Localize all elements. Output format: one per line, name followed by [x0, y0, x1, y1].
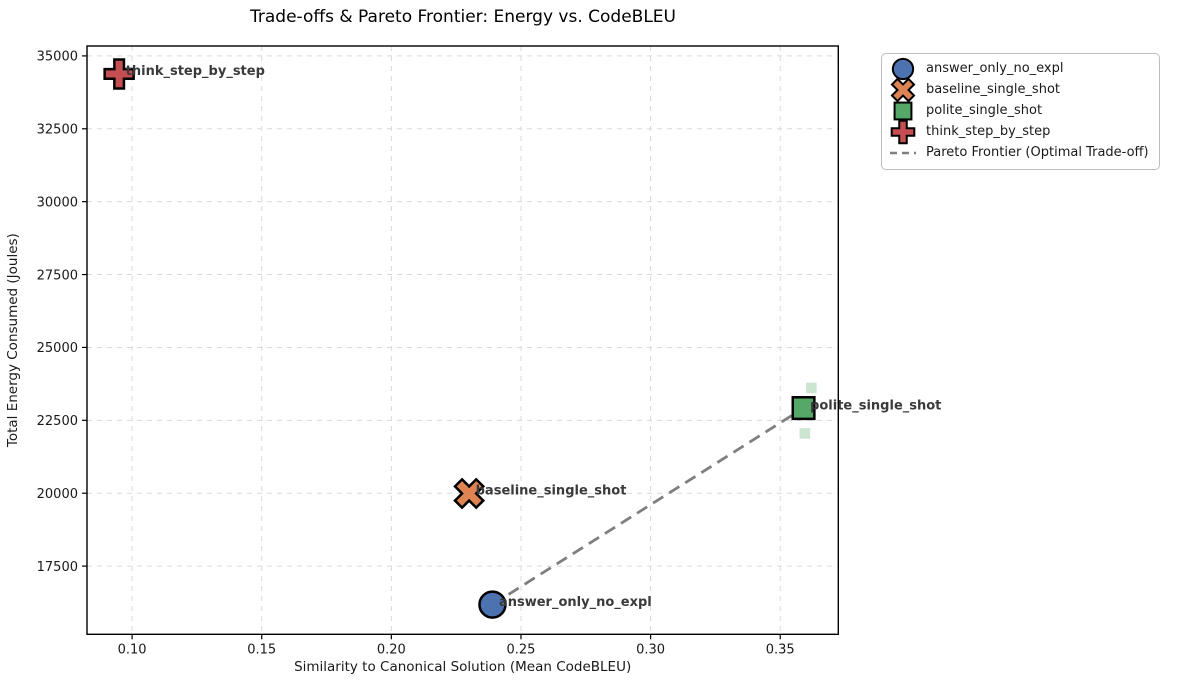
- point-think_step_by_step: [103, 58, 135, 90]
- y-tick-label: 27500: [37, 268, 78, 283]
- legend-label: think_step_by_step: [926, 124, 1051, 139]
- y-tick-label: 35000: [37, 50, 78, 65]
- legend-item-answer-only-no-expl: answer_only_no_expl: [888, 57, 1149, 80]
- y-tick-label: 17500: [37, 560, 78, 575]
- legend-label: answer_only_no_expl: [926, 61, 1064, 76]
- x-tick-label: 0.25: [507, 642, 536, 657]
- raw-point-polite_single_shot: [806, 382, 817, 394]
- pareto-frontier-line: [491, 406, 805, 606]
- legend-square-marker-icon: [893, 101, 913, 120]
- legend-dashed-line-icon: [890, 151, 916, 154]
- legend-plus-marker-icon: [890, 119, 916, 144]
- x-tick-label: 0.10: [118, 642, 147, 657]
- point-label-polite_single_shot: polite_single_shot: [810, 398, 941, 413]
- legend-item-polite-single-shot: polite_single_shot: [888, 100, 1149, 121]
- point-label-baseline_single_shot: baseline_single_shot: [476, 484, 627, 499]
- legend-label: Pareto Frontier (Optimal Trade-off): [926, 145, 1149, 160]
- point-answer_only_no_expl: [478, 590, 507, 619]
- x-axis-label: Similarity to Canonical Solution (Mean C…: [294, 659, 631, 675]
- legend-label: polite_single_shot: [926, 103, 1043, 118]
- x-tick-label: 0.15: [247, 642, 276, 657]
- y-tick-label: 30000: [37, 195, 78, 210]
- y-tick-label: 22500: [37, 414, 78, 429]
- legend-item-think-step-by-step: think_step_by_step: [888, 119, 1149, 144]
- legend-item-pareto-frontier-optimal-trade-off-: Pareto Frontier (Optimal Trade-off): [888, 142, 1149, 163]
- plot-border: [86, 45, 839, 635]
- legend-item-baseline-single-shot: baseline_single_shot: [888, 77, 1149, 102]
- y-tick-label: 25000: [37, 341, 78, 356]
- x-tick-label: 0.30: [636, 642, 665, 657]
- point-label-answer_only_no_expl: answer_only_no_expl: [499, 595, 652, 610]
- legend-X-marker-icon: [890, 77, 916, 102]
- legend-circle-marker-icon: [891, 57, 915, 80]
- chart-title: Trade-offs & Pareto Frontier: Energy vs.…: [250, 7, 676, 27]
- y-axis-label: Total Energy Consumed (Joules): [5, 233, 21, 448]
- legend-label: baseline_single_shot: [926, 82, 1060, 97]
- x-tick-label: 0.35: [766, 642, 795, 657]
- point-baseline_single_shot: [453, 477, 486, 510]
- point-polite_single_shot: [791, 396, 816, 421]
- x-tick-label: 0.20: [377, 642, 406, 657]
- point-label-think_step_by_step: think_step_by_step: [126, 64, 265, 79]
- raw-point-polite_single_shot: [799, 428, 811, 439]
- y-tick-label: 20000: [37, 487, 78, 502]
- y-tick-label: 32500: [37, 122, 78, 137]
